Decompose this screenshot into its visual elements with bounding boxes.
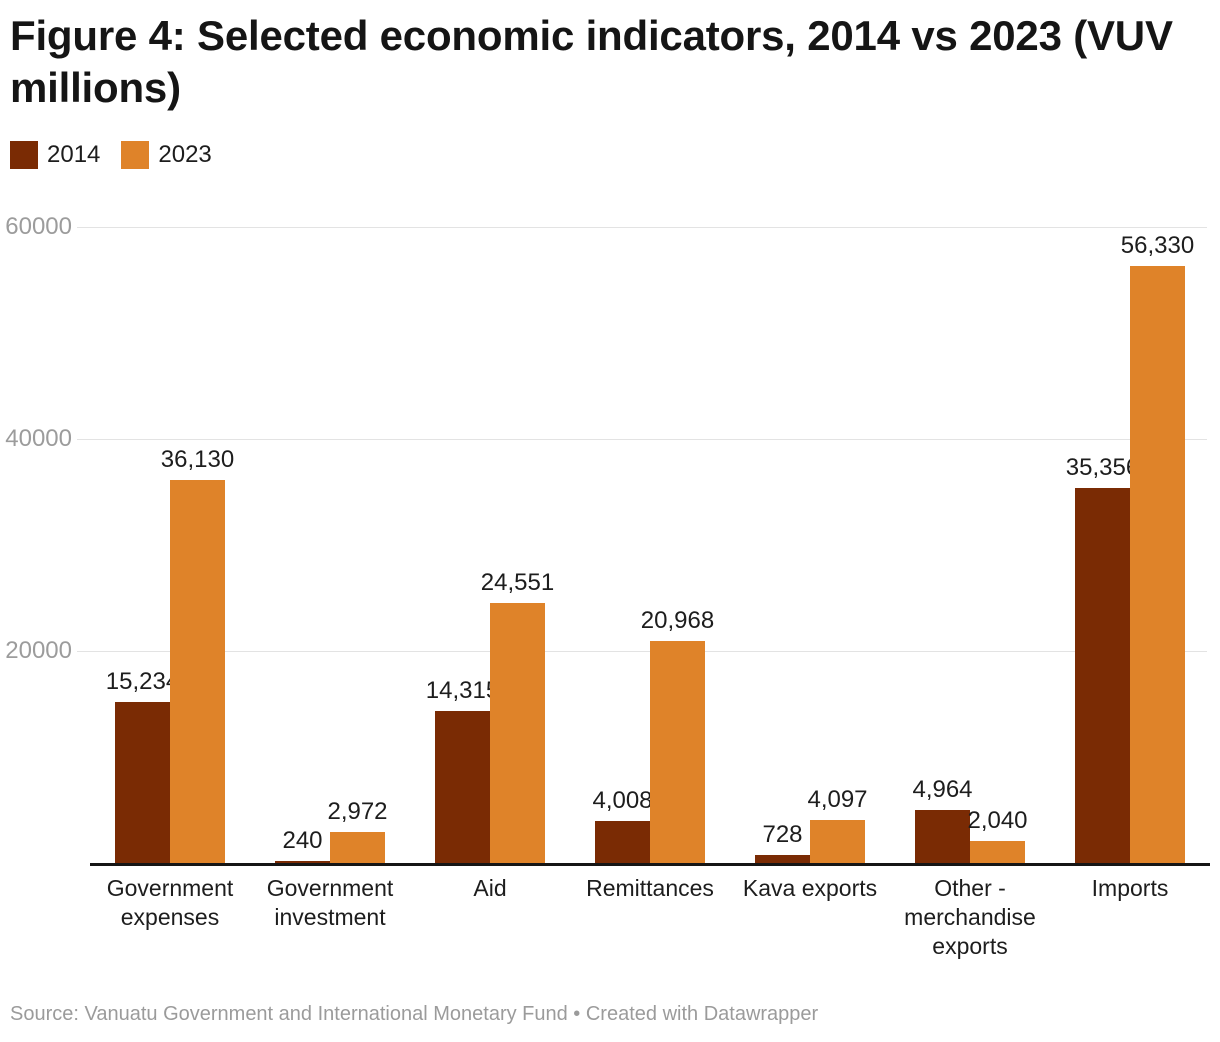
- bar-group: 14,315 24,551: [410, 227, 570, 863]
- bar-pair: 4,964 2,040: [912, 776, 1028, 863]
- bar-groups: 15,234 36,130 240 2,972 14,315 24,551 4,008 20,…: [90, 227, 1210, 863]
- bar-pair: 15,234 36,130: [106, 446, 234, 863]
- gridline-40000: [77, 439, 1207, 440]
- bar-group: 35,356 56,330: [1050, 227, 1210, 863]
- plot-area: 20000 40000 60000 15,234 36,130 240 2,972 14,31…: [5, 214, 1210, 866]
- y-tick-label-20000: 20000: [5, 637, 72, 664]
- bar-2014[interactable]: 240: [275, 827, 330, 863]
- bar-pair: 4,008 20,968: [592, 607, 714, 863]
- bar-value-label: 240: [282, 826, 323, 854]
- bar-value-label: 4,008: [592, 786, 653, 814]
- bar-value-label: 2,972: [327, 797, 388, 825]
- x-axis-label: Government expenses: [106, 875, 234, 930]
- bar-value-label: 4,097: [807, 785, 868, 813]
- bar-group: 4,964 2,040: [890, 227, 1050, 863]
- bar-pair: 240 2,972: [275, 798, 388, 863]
- bar-2014[interactable]: 4,008: [592, 787, 653, 863]
- x-axis-label: Remittances: [586, 875, 714, 901]
- bar-group: 728 4,097: [730, 227, 890, 863]
- gridline-20000: [77, 651, 1207, 652]
- x-axis-label: Government investment: [266, 875, 394, 930]
- source-note: Source: Vanuatu Government and Internati…: [10, 1003, 819, 1025]
- bar-value-label: 20,968: [640, 606, 715, 634]
- bar-2023[interactable]: 20,968: [641, 607, 714, 863]
- bar-value-label: 35,356: [1065, 454, 1140, 482]
- bar-pair: 728 4,097: [755, 786, 868, 863]
- bar-value-label: 56,330: [1120, 231, 1195, 259]
- bar-value-label: 14,315: [425, 677, 500, 705]
- legend-swatch-icon: [10, 141, 38, 169]
- bar-value-label: 24,551: [480, 568, 555, 596]
- bar-2014[interactable]: 728: [755, 821, 810, 863]
- chart-legend: 2014 2023: [10, 141, 212, 169]
- legend-label: 2014: [47, 141, 101, 168]
- x-axis-label: Other - merchandise exports: [904, 875, 1036, 959]
- bar-2014[interactable]: 14,315: [426, 677, 499, 863]
- x-axis-labels: Government expenses Government investment…: [90, 874, 1210, 961]
- legend-item-2023: 2023: [121, 141, 212, 169]
- x-axis-label: Kava exports: [742, 875, 878, 901]
- bar-2023[interactable]: 2,972: [327, 798, 388, 863]
- bar-value-label: 2,040: [967, 807, 1028, 835]
- bar-pair: 14,315 24,551: [426, 569, 554, 863]
- bar-value-label: 4,964: [912, 776, 973, 804]
- x-axis-label: Aid: [473, 875, 507, 901]
- y-tick-label-40000: 40000: [5, 425, 72, 452]
- bar-2023[interactable]: 4,097: [807, 786, 868, 863]
- gridline-60000: [77, 227, 1207, 228]
- bar-pair: 35,356 56,330: [1066, 232, 1194, 863]
- bar-value-label: 36,130: [160, 446, 235, 473]
- bar-2014[interactable]: 4,964: [912, 776, 973, 863]
- y-tick-label-60000: 60000: [5, 213, 72, 240]
- chart-title: Figure 4: Selected economic indicators, …: [10, 12, 1173, 111]
- bar-group: 15,234 36,130: [90, 227, 250, 863]
- bar-group: 4,008 20,968: [570, 227, 730, 863]
- bar-2014[interactable]: 35,356: [1066, 454, 1139, 863]
- bar-2023[interactable]: 24,551: [481, 569, 554, 863]
- bar-2023[interactable]: 56,330: [1121, 232, 1194, 863]
- bar-value-label: 728: [762, 821, 803, 849]
- bar-2023[interactable]: 36,130: [161, 446, 234, 863]
- legend-item-2014: 2014: [10, 141, 100, 169]
- legend-swatch-icon: [121, 141, 150, 169]
- bar-2014[interactable]: 15,234: [106, 668, 179, 863]
- bar-2023[interactable]: 2,040: [967, 807, 1028, 863]
- legend-label: 2023: [158, 141, 212, 168]
- x-axis-label: Imports: [1091, 875, 1169, 901]
- bar-group: 240 2,972: [250, 227, 410, 863]
- bar-value-label: 15,234: [105, 667, 180, 695]
